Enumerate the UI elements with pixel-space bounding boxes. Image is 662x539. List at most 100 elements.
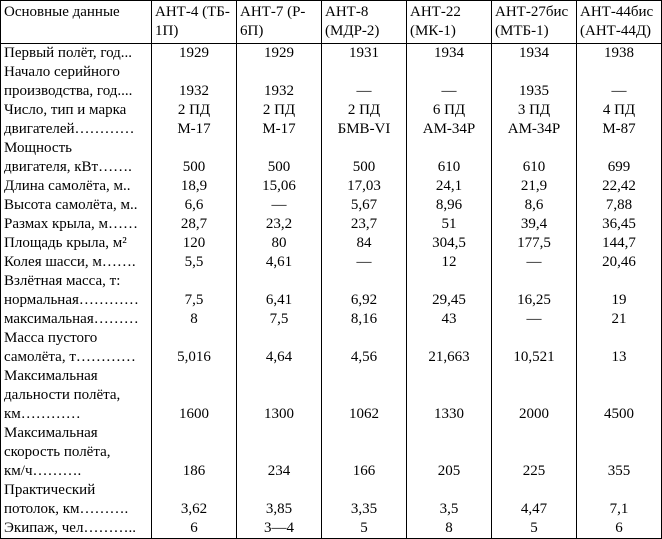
- cell-value: 205: [437, 463, 461, 479]
- cell-value: 43: [441, 311, 457, 327]
- table-header: Основные данные АНТ-4 (ТБ- 1П) АНТ-7 (Р- 6П)…: [0, 0, 662, 44]
- value-cell: 28,7: [151, 215, 237, 234]
- cell-value: 23,7: [350, 216, 378, 232]
- cell-value: 8,6: [524, 197, 544, 213]
- header-text: 1П): [155, 23, 179, 39]
- row-label: Экипаж, чел………..: [4, 520, 136, 536]
- cell-value: 8,16: [350, 311, 378, 327]
- cell-value: 500: [352, 159, 376, 175]
- value-cell: 84: [321, 234, 407, 253]
- cell-value: 5,5: [184, 254, 204, 270]
- row-label: самолёта, т…………: [4, 349, 136, 365]
- value-cell: 8,96: [406, 196, 492, 215]
- cell-value: 6,6: [184, 197, 204, 213]
- value-cell: 1931: [321, 43, 407, 63]
- value-cell: 24,1: [406, 177, 492, 196]
- cell-value: 39,4: [520, 216, 548, 232]
- value-cell: —: [321, 253, 407, 272]
- value-cell: 80: [236, 234, 322, 253]
- table-row: Высота самолёта, м.. 6,6 — 5,67 8,96 8,6 7,88: [0, 196, 662, 215]
- header-cell: АНТ-7 (Р- 6П): [236, 0, 322, 44]
- header-text: АНТ-44бис: [580, 4, 654, 20]
- row-label-cell: Высота самолёта, м..: [0, 196, 152, 215]
- cell-value: 7,1: [609, 501, 629, 517]
- value-cell: —: [236, 196, 322, 215]
- value-cell: 1932: [151, 63, 237, 101]
- row-label: Колея шасси, м…….: [4, 254, 136, 270]
- value-cell: 12: [406, 253, 492, 272]
- cell-value: 20,46: [602, 254, 636, 270]
- cell-value: М-87: [602, 121, 636, 137]
- value-cell: 1330: [406, 367, 492, 424]
- cell-value: —: [356, 83, 372, 99]
- value-cell: 7,88: [576, 196, 662, 215]
- value-cell: 4500: [576, 367, 662, 424]
- cell-value: 234: [267, 463, 291, 479]
- value-cell: 20,46: [576, 253, 662, 272]
- row-label-cell: Площадь крыла, м²: [0, 234, 152, 253]
- cell-value: 5: [360, 520, 368, 536]
- cell-value: 8: [445, 520, 453, 536]
- value-cell: 120: [151, 234, 237, 253]
- value-cell: 144,7: [576, 234, 662, 253]
- cell-value: 6: [615, 520, 623, 536]
- table-body: Первый полёт, год... 1929 1929 1931 1934 1934…: [0, 43, 662, 539]
- cell-value: 3,85: [265, 501, 293, 517]
- value-cell: 1938: [576, 43, 662, 63]
- row-label-cell: Колея шасси, м…….: [0, 253, 152, 272]
- cell-value: 3—4: [264, 520, 294, 536]
- value-cell: 6,92: [321, 272, 407, 310]
- header-text: (АНТ-44Д): [580, 23, 652, 39]
- cell-value: АМ-34Р: [507, 121, 561, 137]
- cell-value: 23,2: [265, 216, 293, 232]
- value-cell: 29,45: [406, 272, 492, 310]
- cell-value: 5: [530, 520, 538, 536]
- cell-value: —: [271, 197, 287, 213]
- value-cell: 225: [491, 424, 577, 481]
- value-cell: 3 ПД АМ-34Р: [491, 101, 577, 139]
- value-cell: 355: [576, 424, 662, 481]
- cell-value: 699: [607, 159, 631, 175]
- cell-value: 21: [611, 311, 627, 327]
- value-cell: 16,25: [491, 272, 577, 310]
- row-label: км…………: [4, 406, 81, 422]
- cell-value: М-17: [262, 121, 296, 137]
- value-cell: 2 ПД М-17: [151, 101, 237, 139]
- cell-value: —: [356, 254, 372, 270]
- value-cell: 3,62: [151, 481, 237, 519]
- value-cell: —: [491, 253, 577, 272]
- table-row: Экипаж, чел……….. 6 3—4 5 8 5 6: [0, 519, 662, 539]
- value-cell: —: [321, 63, 407, 101]
- header-text: АНТ-27бис: [495, 4, 569, 20]
- row-label-cell: Максимальная скорость полёта, км/ч……….: [0, 424, 152, 481]
- value-cell: 1935: [491, 63, 577, 101]
- cell-value: 4500: [604, 406, 634, 422]
- value-cell: 304,5: [406, 234, 492, 253]
- cell-value: 3,5: [439, 501, 459, 517]
- value-cell: 51: [406, 215, 492, 234]
- header-cell: АНТ-4 (ТБ- 1П): [151, 0, 237, 44]
- value-cell: 166: [321, 424, 407, 481]
- value-cell: —: [576, 63, 662, 101]
- value-cell: 1600: [151, 367, 237, 424]
- value-cell: 500: [151, 139, 237, 177]
- cell-value: 177,5: [517, 235, 551, 251]
- row-label: Длина самолёта, м..: [4, 178, 131, 194]
- cell-value: 5,67: [350, 197, 378, 213]
- value-cell: 5,016: [151, 329, 237, 367]
- cell-value: 1932: [264, 83, 294, 99]
- row-label: дальности полёта,: [4, 387, 121, 403]
- cell-value: 2000: [519, 406, 549, 422]
- cell-value: 4,56: [350, 349, 378, 365]
- value-cell: 6 ПД АМ-34Р: [406, 101, 492, 139]
- value-cell: 5,5: [151, 253, 237, 272]
- cell-value: 186: [182, 463, 206, 479]
- value-cell: 1929: [151, 43, 237, 63]
- value-cell: 19: [576, 272, 662, 310]
- row-label-cell: Практический потолок, км……….: [0, 481, 152, 519]
- table-row: Максимальная дальности полёта, км………… 1600 1…: [0, 367, 662, 424]
- cell-value: 7,88: [605, 197, 633, 213]
- value-cell: 6: [151, 519, 237, 539]
- row-label: потолок, км……….: [4, 501, 129, 517]
